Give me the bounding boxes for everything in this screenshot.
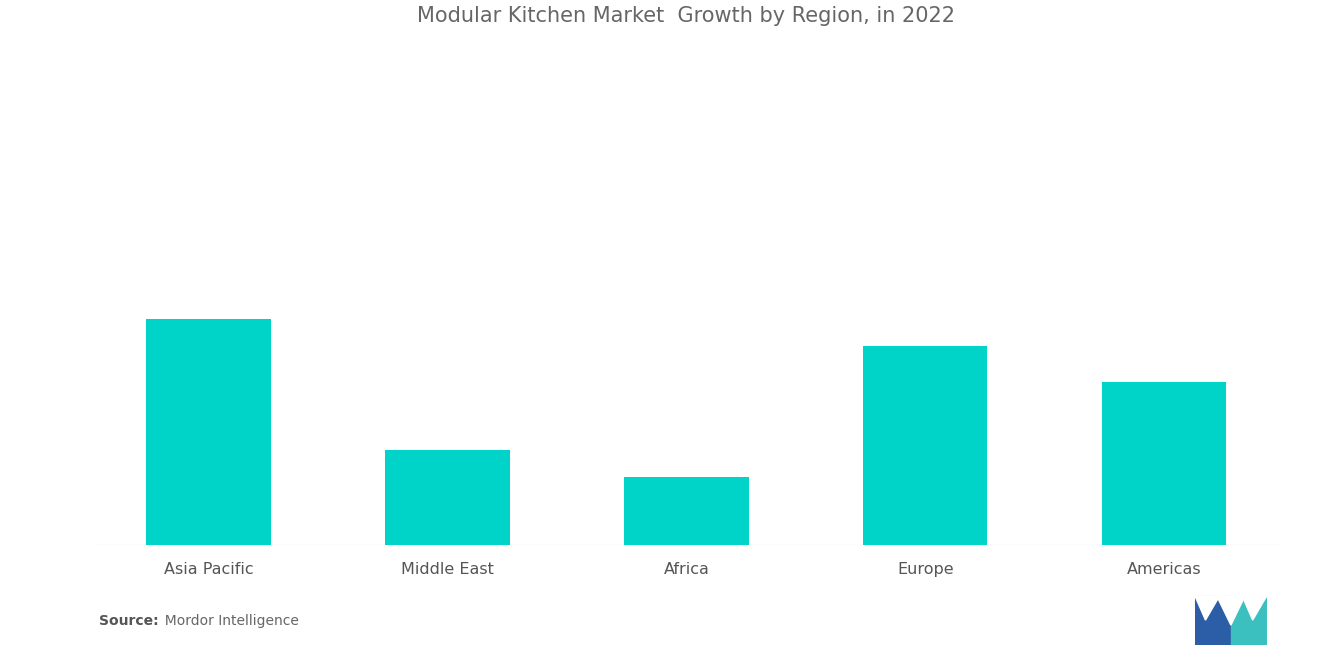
Bar xyxy=(863,346,987,545)
Bar xyxy=(385,450,510,545)
Polygon shape xyxy=(1195,595,1220,620)
Bar xyxy=(624,477,748,545)
Text: Mordor Intelligence: Mordor Intelligence xyxy=(156,614,298,628)
Title: Modular Kitchen Market  Growth by Region, in 2022: Modular Kitchen Market Growth by Region,… xyxy=(417,5,956,25)
Polygon shape xyxy=(1217,595,1246,625)
Bar xyxy=(1102,382,1226,545)
Bar xyxy=(147,319,271,545)
Text: Source:: Source: xyxy=(99,614,158,628)
Polygon shape xyxy=(1195,595,1232,645)
Polygon shape xyxy=(1232,595,1267,645)
Polygon shape xyxy=(1242,595,1267,620)
